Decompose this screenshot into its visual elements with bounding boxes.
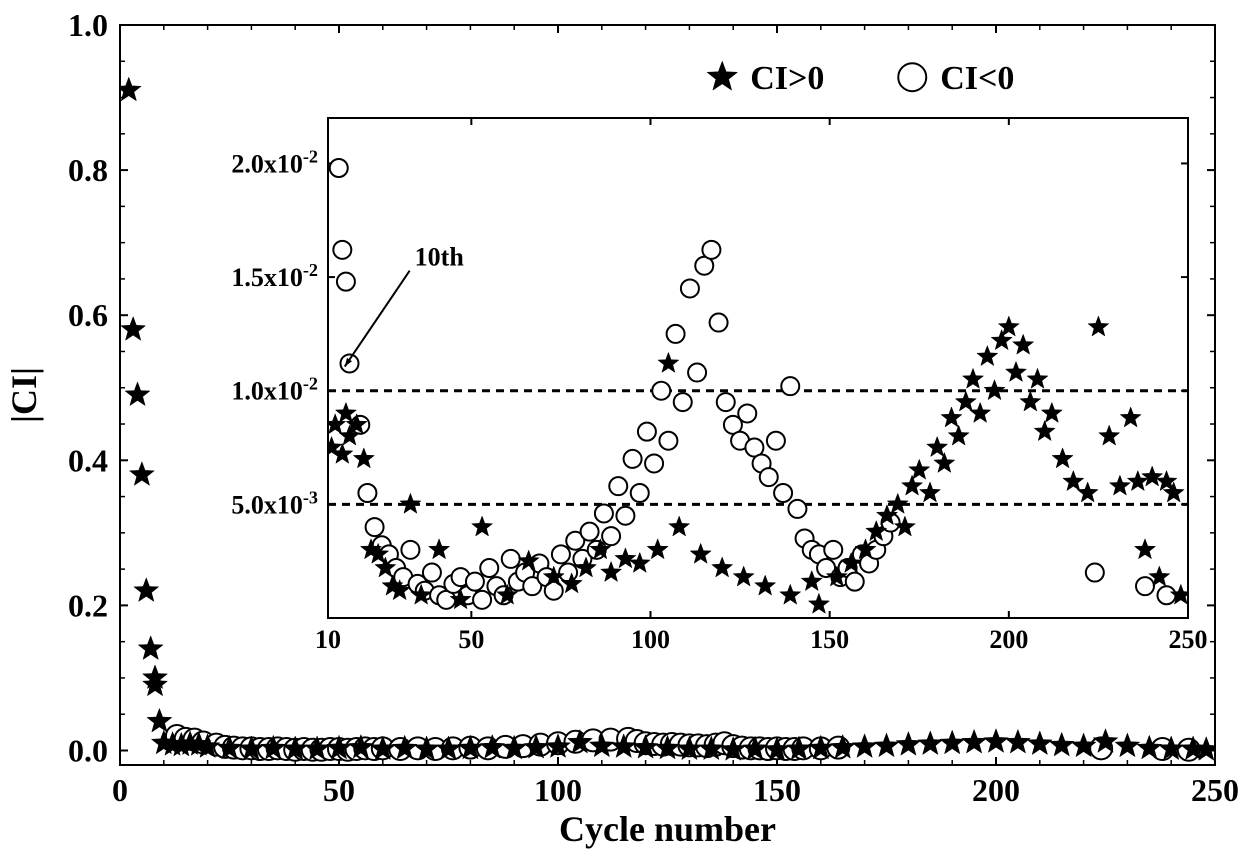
legend-label-circle: CI<0 [940, 60, 1014, 97]
x-tick-label: 0 [112, 772, 128, 808]
y-axis-label: |CI| [4, 367, 44, 423]
y-tick-label: 0.8 [68, 152, 108, 188]
x-tick-label: 50 [323, 772, 355, 808]
x-axis-label: Cycle number [559, 809, 776, 849]
y-tick-label: 0.2 [68, 587, 108, 623]
inset-x-tick-label: 200 [989, 625, 1028, 654]
chart-svg: 0 50 100 150 200 250 0.0 0.2 0.4 0.6 0.8 1.0 Cycle n… [0, 0, 1240, 856]
inset-annotation: 10th [415, 243, 465, 272]
x-tick-label: 150 [753, 772, 801, 808]
y-tick-label: 0.6 [68, 297, 108, 333]
inset-x-tick-label: 100 [631, 625, 670, 654]
y-tick-label: 1.0 [68, 7, 108, 43]
inset-chart: 10501001502002505.0x10-31.0x10-21.5x10-2… [231, 118, 1207, 654]
inset-x-tick-label: 10 [315, 625, 341, 654]
x-tick-label: 100 [534, 772, 582, 808]
inset-x-tick-label: 250 [1169, 625, 1208, 654]
inset-x-tick-label: 50 [458, 625, 484, 654]
legend-label-star: CI>0 [750, 60, 824, 97]
x-tick-label: 250 [1191, 772, 1239, 808]
y-tick-label: 0.0 [68, 732, 108, 768]
inset-x-tick-label: 150 [810, 625, 849, 654]
y-tick-label: 0.4 [68, 442, 108, 478]
x-tick-label: 200 [972, 772, 1020, 808]
